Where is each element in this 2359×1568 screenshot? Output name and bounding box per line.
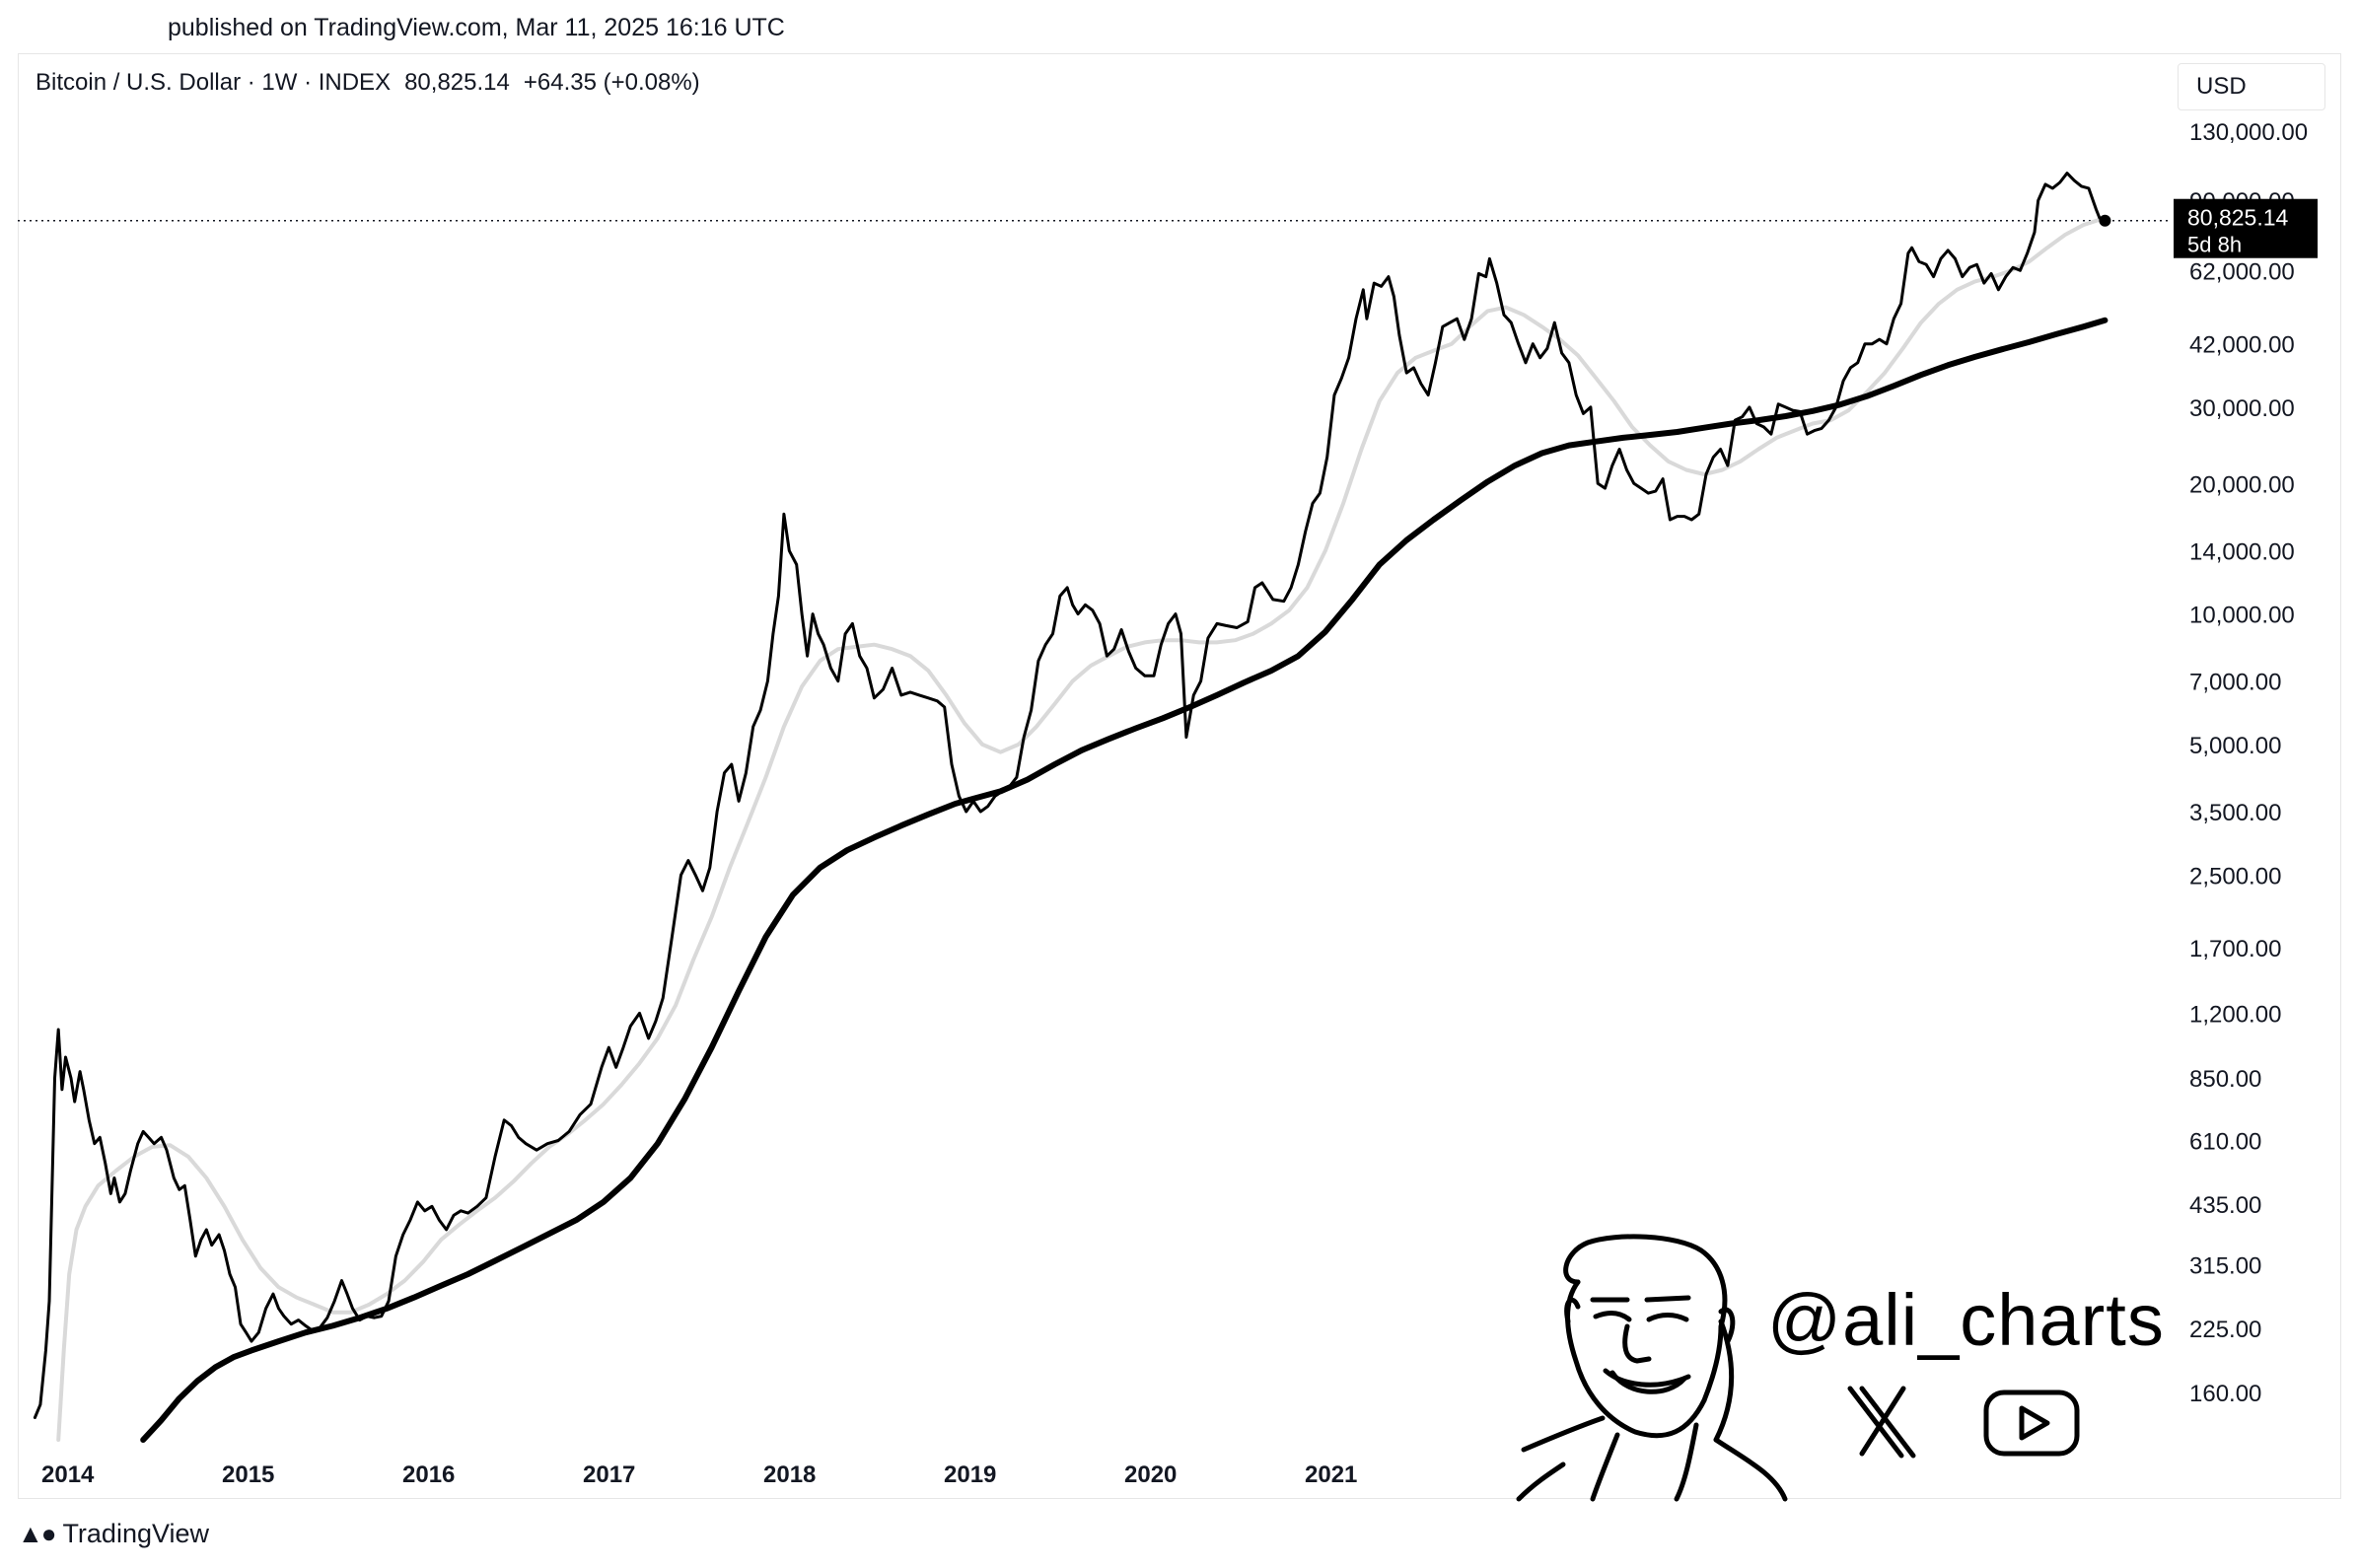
x-tick-label: 2017 bbox=[583, 1461, 635, 1488]
last-price-dot bbox=[2099, 214, 2111, 227]
y-tick-label: 225.00 bbox=[2189, 1317, 2261, 1343]
y-tick-label: 5,000.00 bbox=[2189, 733, 2281, 759]
y-tick-label: 3,500.00 bbox=[2189, 800, 2281, 826]
y-tick-label: 2,500.00 bbox=[2189, 863, 2281, 890]
y-tick-label: 1,700.00 bbox=[2189, 936, 2281, 962]
y-tick-label: 610.00 bbox=[2189, 1129, 2261, 1156]
y-tick-label: 1,200.00 bbox=[2189, 1001, 2281, 1028]
watermark-handle: @ali_charts bbox=[1767, 1279, 2165, 1361]
y-tick-label: 10,000.00 bbox=[2189, 603, 2295, 629]
price-tag: 80,825.14 5d 8h bbox=[2174, 198, 2318, 258]
y-tick-label: 14,000.00 bbox=[2189, 538, 2295, 565]
x-tick-label: 2020 bbox=[1124, 1461, 1177, 1488]
y-tick-label: 315.00 bbox=[2189, 1253, 2261, 1280]
x-tick-label: 2016 bbox=[402, 1461, 455, 1488]
price-line bbox=[33, 172, 2107, 1419]
avatar-illustration bbox=[1516, 1234, 1788, 1502]
currency-selector[interactable]: USD bbox=[2178, 63, 2325, 110]
y-tick-label: 62,000.00 bbox=[2189, 258, 2295, 285]
x-logo-icon[interactable] bbox=[1847, 1386, 1916, 1459]
long-ma-line bbox=[140, 317, 2109, 1443]
tradingview-logo-icon: ▲● bbox=[18, 1519, 56, 1548]
y-tick-label: 30,000.00 bbox=[2189, 395, 2295, 422]
price-tag-value: 80,825.14 bbox=[2187, 205, 2289, 231]
x-tick-label: 2018 bbox=[763, 1461, 816, 1488]
y-tick-label: 42,000.00 bbox=[2189, 332, 2295, 359]
y-tick-label: 130,000.00 bbox=[2189, 119, 2308, 146]
x-tick-label: 2015 bbox=[222, 1461, 274, 1488]
x-tick-label: 2021 bbox=[1305, 1461, 1357, 1488]
y-tick-label: 850.00 bbox=[2189, 1066, 2261, 1093]
published-caption: published on TradingView.com, Mar 11, 20… bbox=[168, 14, 785, 41]
y-tick-label: 7,000.00 bbox=[2189, 670, 2281, 696]
legend-change: +64.35 (+0.08%) bbox=[523, 69, 700, 96]
y-tick-label: 20,000.00 bbox=[2189, 471, 2295, 498]
y-tick-label: 160.00 bbox=[2189, 1381, 2261, 1407]
youtube-logo-icon[interactable] bbox=[1983, 1390, 2080, 1457]
tradingview-footer[interactable]: ▲● TradingView bbox=[18, 1519, 209, 1549]
y-tick-label: 435.00 bbox=[2189, 1192, 2261, 1219]
symbol-legend: Bitcoin / U.S. Dollar · 1W · INDEX 80,825… bbox=[36, 69, 714, 97]
short-ma-line bbox=[56, 216, 2108, 1442]
x-tick-label: 2014 bbox=[41, 1461, 95, 1488]
chart-frame[interactable] bbox=[18, 53, 2341, 1499]
symbol-name[interactable]: Bitcoin / U.S. Dollar · 1W · INDEX bbox=[36, 69, 392, 96]
x-tick-label: 2019 bbox=[944, 1461, 996, 1488]
tradingview-brand: TradingView bbox=[62, 1519, 210, 1548]
legend-price: 80,825.14 bbox=[404, 69, 510, 96]
price-tag-countdown: 5d 8h bbox=[2187, 233, 2242, 257]
